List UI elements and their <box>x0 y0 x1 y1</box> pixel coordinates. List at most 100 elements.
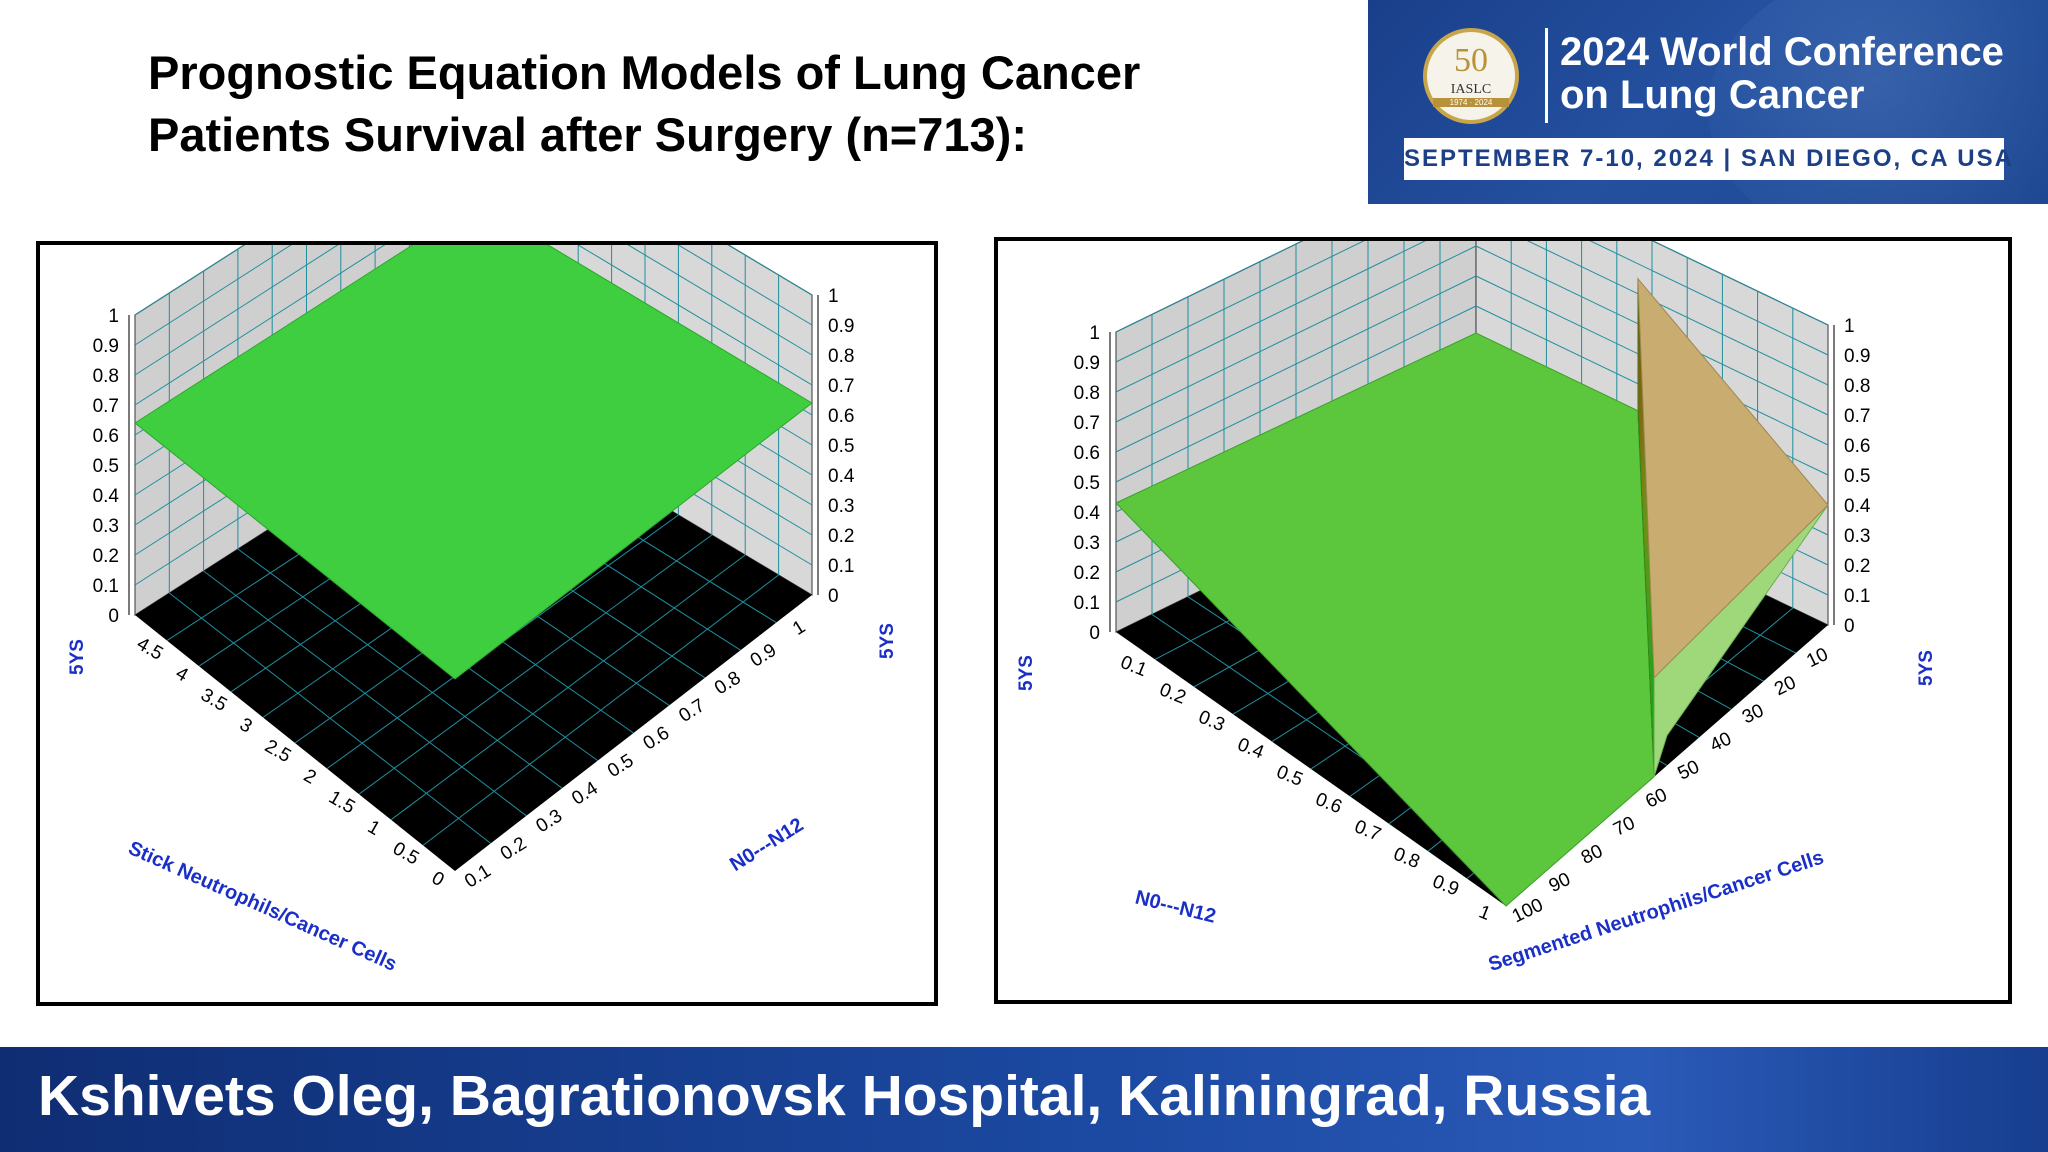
conference-dates-band: SEPTEMBER 7-10, 2024 | SAN DIEGO, CA USA <box>1404 138 2012 180</box>
z-tick-label-left: 1 <box>108 306 119 327</box>
conference-name-line-2: on Lung Cancer <box>1560 73 1865 117</box>
wall-gridline <box>1651 241 1829 326</box>
chart-panel-left: P=0.000z=a+b/x+clny+d/x²+e(lny)²+f(lny)/… <box>36 241 938 1006</box>
z-tick-label-right: 0.9 <box>1844 346 1870 367</box>
z-tick-label-right: 0.7 <box>1844 406 1870 427</box>
left-edge-tick-label: 1 <box>364 816 384 839</box>
author-affiliation: Kshivets Oleg, Bagrationovsk Hospital, K… <box>38 1064 1651 1128</box>
left-edge-tick-label: 0.5 <box>389 838 422 869</box>
z-tick-label-left: 0.3 <box>93 516 119 537</box>
right-edge-tick-label: 0.2 <box>497 833 531 865</box>
z-tick-label-left: 0.8 <box>1074 383 1100 404</box>
z-tick-label-right: 0.6 <box>1844 436 1870 457</box>
z-tick-label-right: 0.8 <box>828 346 854 367</box>
left-edge-tick-label: 0.5 <box>1273 762 1305 791</box>
right-edge-tick-label: 60 <box>1642 785 1670 813</box>
left-edge-tick-label: 3 <box>236 714 256 737</box>
left-axis-title: Stick Neutrophils/Cancer Cells <box>125 837 400 976</box>
z-tick-label-left: 0 <box>1089 623 1100 644</box>
z-tick-label-right: 0.1 <box>828 556 854 577</box>
z-tick-label-left: 0.2 <box>93 546 119 567</box>
right-edge-tick-label: 80 <box>1578 841 1606 869</box>
banner-divider <box>1545 28 1548 123</box>
z-tick-label-right: 0.3 <box>1844 526 1870 547</box>
z-tick-label-left: 0.4 <box>93 486 120 507</box>
left-edge-tick-label: 4.5 <box>133 633 166 664</box>
z-tick-label-left: 0.6 <box>93 426 119 447</box>
z-tick-label-left: 0.9 <box>93 336 119 357</box>
z-tick-label-left: 0.8 <box>93 366 119 387</box>
left-edge-tick-label: 0.3 <box>1195 707 1227 736</box>
iaslc-50-seal-logo: 50 IASLC 1974 · 2024 <box>1423 28 1519 124</box>
left-edge-tick-label: 0.7 <box>1351 816 1383 845</box>
right-edge-tick-label: 0.4 <box>568 778 602 810</box>
z-tick-label-left: 0.7 <box>93 396 119 417</box>
right-edge-tick-label: 10 <box>1803 644 1831 672</box>
z-tick-label-right: 0.6 <box>828 406 854 427</box>
left-edge-tick-label: 0.8 <box>1390 844 1422 873</box>
surface-chart-right: P=0.000z=EXVCUMX(a,b,c)+EXVCUMY(d,e,f)+E… <box>1016 241 1937 976</box>
z-tick-label-left: 0.5 <box>1074 473 1100 494</box>
z-tick-label-left: 0.5 <box>93 456 119 477</box>
z-axis-label-right: 5YS <box>877 623 898 659</box>
right-edge-tick-label: 20 <box>1771 672 1799 700</box>
z-tick-label-left: 0.3 <box>1074 533 1100 554</box>
z-tick-label-left: 0 <box>108 606 119 627</box>
right-edge-tick-label: 0.1 <box>461 861 495 893</box>
left-edge-tick-label: 0.9 <box>1429 871 1461 900</box>
z-axis-label-right: 5YS <box>1916 650 1937 686</box>
right-edge-tick-label: 0.9 <box>747 640 781 672</box>
right-edge-tick-label: 0.6 <box>640 723 674 755</box>
right-edge-tick-label: 1 <box>789 616 809 639</box>
floor-gridline <box>390 554 746 821</box>
z-tick-label-right: 0.7 <box>828 376 854 397</box>
wall-gridline <box>727 245 813 296</box>
right-edge-tick-label: 90 <box>1546 869 1574 897</box>
z-tick-label-right: 1 <box>1844 316 1855 337</box>
seal-org: IASLC <box>1450 82 1492 97</box>
left-edge-tick-label: 0.6 <box>1312 789 1344 818</box>
slide-title: Prognostic Equation Models of Lung Cance… <box>148 42 1308 166</box>
z-tick-label-left: 0.9 <box>1074 353 1100 374</box>
left-edge-tick-label: 1.5 <box>325 787 358 818</box>
left-edge-tick-label: 1 <box>1476 901 1494 924</box>
left-edge-tick-label: 2.5 <box>261 736 294 767</box>
left-edge-tick-label: 3.5 <box>197 685 230 716</box>
floor-gridline <box>422 574 779 846</box>
z-tick-label-left: 0.6 <box>1074 443 1100 464</box>
left-edge-tick-label: 4 <box>172 663 192 687</box>
right-edge-tick-label: 30 <box>1739 700 1767 728</box>
wall-gridline <box>134 245 292 346</box>
slide-title-line-2: Patients Survival after Surgery (n=713): <box>148 108 1027 161</box>
footer-bar: Kshivets Oleg, Bagrationovsk Hospital, K… <box>0 1047 2048 1152</box>
z-tick-label-right: 1 <box>828 286 839 307</box>
right-axis-title: N0---N12 <box>726 814 807 876</box>
wall-gridline <box>677 245 813 326</box>
right-edge-tick-label: 0.5 <box>604 750 638 782</box>
left-edge-tick-label: 0.4 <box>1234 734 1267 764</box>
left-edge-tick-label: 2 <box>300 765 320 788</box>
left-edge-tick-label: 0 <box>428 868 448 891</box>
z-tick-label-right: 0 <box>828 586 839 607</box>
z-tick-label-right: 0.5 <box>1844 466 1870 487</box>
left-edge-tick-label: 0.1 <box>1117 652 1149 681</box>
z-axis-label-left: 5YS <box>67 639 88 675</box>
left-axis-title: N0---N12 <box>1133 887 1218 928</box>
z-tick-label-left: 0.7 <box>1074 413 1100 434</box>
slide-title-line-1: Prognostic Equation Models of Lung Cance… <box>148 46 1141 99</box>
z-tick-label-right: 0.4 <box>828 466 855 487</box>
conference-banner: 50 IASLC 1974 · 2024 2024 World Conferen… <box>1368 0 2048 204</box>
z-tick-label-left: 1 <box>1089 323 1100 344</box>
right-edge-tick-label: 70 <box>1610 813 1638 841</box>
floor-gridline <box>358 534 713 795</box>
wall-gridline <box>134 245 246 316</box>
left-edge-tick-label: 0.2 <box>1156 679 1188 708</box>
z-tick-label-right: 0.2 <box>828 526 854 547</box>
right-edge-tick-label: 0.3 <box>533 805 567 837</box>
z-tick-label-right: 0.2 <box>1844 556 1870 577</box>
right-edge-tick-label: 40 <box>1707 728 1735 756</box>
flat-surface-plane <box>134 245 813 680</box>
chart-panel-right: P=0.000z=EXVCUMX(a,b,c)+EXVCUMY(d,e,f)+E… <box>994 237 2012 1004</box>
z-tick-label-left: 0.2 <box>1074 563 1100 584</box>
z-tick-label-right: 0.1 <box>1844 586 1870 607</box>
